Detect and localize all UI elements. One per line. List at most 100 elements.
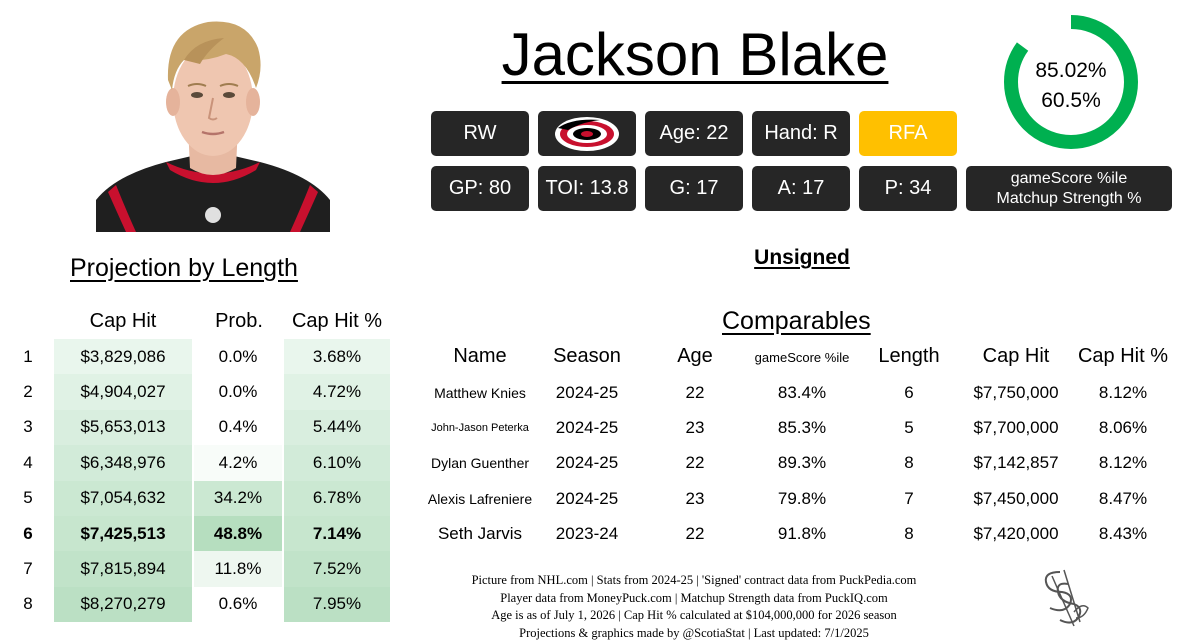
projection-row: 5 $7,054,632 34.2% 6.78% [0, 480, 400, 516]
projection-prob: 4.2% [194, 445, 282, 481]
projection-length: 2 [23, 382, 33, 402]
comp-age: 23 [685, 418, 705, 438]
projection-length: 4 [23, 452, 33, 472]
projection-length: 8 [23, 594, 33, 614]
footer-line-3: Age is as of July 1, 2026 | Cap Hit % ca… [491, 608, 897, 622]
comp-gamescore: 91.8% [777, 524, 827, 544]
projection-cap-pct: 5.44% [284, 409, 390, 446]
comp-length: 8 [904, 524, 914, 544]
projection-row: 8 $8,270,279 0.6% 7.95% [0, 586, 400, 623]
projection-row: 6 $7,425,513 48.8% 7.14% [0, 516, 400, 552]
comp-age: 22 [685, 453, 705, 473]
projection-row: 7 $7,815,894 11.8% 7.52% [0, 551, 400, 587]
comp-cap-hit: $7,142,857 [973, 453, 1059, 473]
projection-prob: 0.0% [194, 374, 282, 410]
rfa-status-badge: RFA [859, 111, 957, 156]
comp-length: 5 [904, 418, 914, 438]
comp-season: 2024-25 [555, 453, 619, 473]
comp-name: Matthew Knies [434, 384, 526, 401]
projection-cap-pct: 7.95% [284, 586, 390, 623]
footer-credits: Picture from NHL.com | Stats from 2024-2… [414, 572, 974, 642]
signature-mark [1044, 569, 1089, 627]
comp-gamescore: 89.3% [777, 453, 827, 473]
comp-length: 8 [904, 453, 914, 473]
legend-matchup: Matchup Strength % [996, 189, 1142, 207]
projection-prob: 34.2% [194, 480, 282, 516]
gamescore-ring [1004, 15, 1138, 149]
comp-cap-hit: $7,700,000 [973, 418, 1059, 438]
projection-row: 2 $4,904,027 0.0% 4.72% [0, 374, 400, 410]
projection-cap-pct: 6.78% [284, 480, 390, 516]
goals-badge: G: 17 [645, 166, 743, 211]
comp-header-season: Season [553, 345, 621, 367]
projection-cap-pct: 6.10% [284, 445, 390, 481]
projection-prob: 11.8% [194, 551, 282, 587]
gamescore-pct: 85.02% [1035, 59, 1107, 82]
gp-badge: GP: 80 [431, 166, 529, 211]
comp-header-length: Length [878, 345, 940, 367]
projection-cap-hit: $7,815,894 [54, 551, 192, 587]
comp-cap-pct: 8.43% [1098, 524, 1148, 544]
comparable-row: John-Jason Peterka 2024-25 23 85.3% 5 $7,700,… [0, 410, 1194, 445]
gamescore-arc [1004, 15, 1138, 149]
player-name: Jackson Blake [501, 21, 889, 88]
projection-cap-hit: $5,653,013 [54, 409, 192, 446]
projection-prob: 0.4% [194, 409, 282, 446]
contract-status: Unsigned [754, 246, 850, 269]
projection-length: 6 [23, 523, 33, 543]
projection-row: 4 $6,348,976 4.2% 6.10% [0, 445, 400, 481]
projection-row: 3 $5,653,013 0.4% 5.44% [0, 409, 400, 446]
comp-header-age: Age [677, 345, 713, 367]
comparable-row: Dylan Guenther 2024-25 22 89.3% 8 $7,142,857 8… [0, 446, 1194, 481]
comp-gamescore: 79.8% [777, 488, 827, 508]
comp-length: 6 [904, 382, 914, 402]
comp-cap-pct: 8.12% [1098, 382, 1148, 402]
projection-row: 1 $3,829,086 0.0% 3.68% [0, 339, 400, 375]
toi-badge: TOI: 13.8 [538, 166, 636, 211]
comp-cap-pct: 8.47% [1098, 488, 1148, 508]
comp-length: 7 [904, 488, 914, 508]
projection-prob: 48.8% [194, 516, 282, 552]
projection-cap-hit: $4,904,027 [54, 374, 192, 410]
projection-cap-hit: $3,829,086 [54, 339, 192, 375]
matchup-pct: 60.5% [1041, 89, 1101, 112]
comp-header-gamescore: gameScore %ile [754, 350, 850, 365]
assists-badge: A: 17 [752, 166, 850, 211]
comp-age: 23 [685, 488, 705, 508]
projection-prob: 0.6% [194, 586, 282, 623]
proj-header-prob: Prob. [215, 310, 263, 332]
comp-age: 22 [685, 382, 705, 402]
projection-cap-hit: $7,054,632 [54, 480, 192, 516]
proj-header-cappct: Cap Hit % [291, 310, 383, 332]
projection-length: 1 [23, 346, 33, 366]
team-logo-badge [538, 111, 636, 156]
legend-gamescore: gameScore %ile [1010, 169, 1128, 187]
comp-gamescore: 85.3% [777, 418, 827, 438]
projection-length: 3 [23, 417, 33, 437]
comp-name: Dylan Guenther [430, 455, 530, 472]
comp-header-caphit: Cap Hit [982, 345, 1050, 367]
projection-cap-pct: 3.68% [284, 339, 390, 375]
comp-header-cappct: Cap Hit % [1077, 345, 1169, 367]
comp-name: John-Jason Peterka [431, 422, 529, 435]
comp-cap-hit: $7,420,000 [973, 524, 1059, 544]
projection-cap-pct: 4.72% [284, 374, 390, 410]
comparables-title: Comparables [722, 307, 871, 335]
projection-cap-hit: $8,270,279 [54, 586, 192, 623]
comp-season: 2024-25 [555, 418, 619, 438]
projection-length: 5 [23, 488, 33, 508]
comp-gamescore: 83.4% [777, 382, 827, 402]
projection-title: Projection by Length [70, 254, 298, 282]
comparable-row: Seth Jarvis 2023-24 22 91.8% 8 $7,420,000 8.43… [0, 517, 1194, 552]
comp-cap-pct: 8.06% [1098, 418, 1148, 438]
proj-header-caphit: Cap Hit [89, 310, 157, 332]
comparable-row: Matthew Knies 2024-25 22 83.4% 6 $7,750,000 8.… [0, 375, 1194, 410]
position-badge: RW [431, 111, 529, 156]
comp-season: 2023-24 [555, 524, 619, 544]
comparable-row: Alexis Lafreniere 2024-25 23 79.8% 7 $7,450,0… [0, 481, 1194, 516]
ring-legend-badge: gameScore %ile Matchup Strength % [966, 166, 1172, 211]
age-badge: Age: 22 [645, 111, 743, 156]
comp-season: 2024-25 [555, 488, 619, 508]
carolina-hurricanes-logo [555, 116, 619, 151]
comp-season: 2024-25 [555, 382, 619, 402]
